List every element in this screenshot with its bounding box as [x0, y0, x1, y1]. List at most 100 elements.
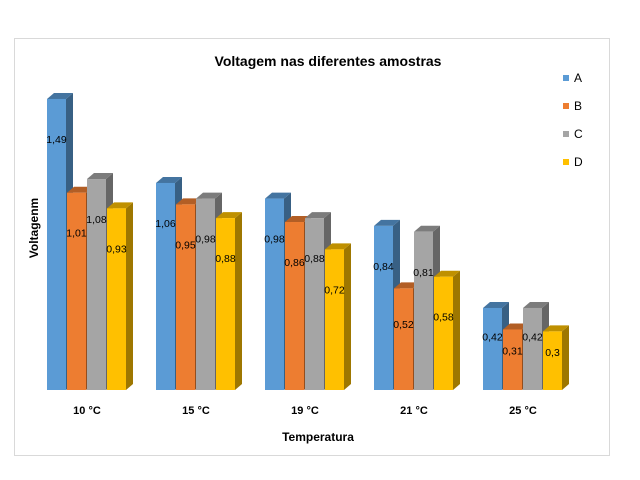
bar-top — [107, 202, 133, 209]
bar-front — [394, 288, 413, 390]
bar-top — [216, 212, 242, 219]
data-label: 0,88 — [304, 253, 325, 265]
data-label: 0,95 — [175, 239, 196, 251]
bar-group-2: 0,98 0,86 0,88 0,72 — [264, 192, 351, 390]
bar-top — [67, 186, 93, 193]
x-tick-label: 21 °C — [400, 405, 428, 417]
bar-front — [483, 307, 502, 390]
bar-front — [305, 218, 324, 390]
y-axis-label: Voltagenm — [27, 198, 41, 258]
bar-front — [176, 204, 195, 390]
data-label: 1,49 — [46, 134, 67, 146]
legend-swatch — [563, 103, 569, 109]
bar-top — [434, 270, 460, 277]
legend-label: A — [574, 71, 582, 85]
bar-front — [265, 198, 284, 390]
bar-group-0: 1,49 1,01 1,08 0,93 — [46, 92, 133, 390]
bar-group-1: 1,06 0,95 0,98 0,88 — [155, 176, 242, 390]
bar-top — [325, 243, 351, 250]
bar-d-2: 0,72 — [324, 243, 351, 390]
data-label: 1,06 — [155, 218, 176, 230]
legend-swatch — [563, 131, 569, 137]
data-label: 0,88 — [215, 253, 236, 265]
legend-label: B — [574, 99, 582, 113]
bar-top — [374, 219, 400, 226]
bar-top — [483, 301, 509, 308]
bar-top — [87, 173, 113, 180]
data-label: 0,3 — [545, 347, 560, 359]
bar-side — [344, 243, 351, 390]
bar-top — [265, 192, 291, 199]
x-tick-label: 15 °C — [182, 405, 210, 417]
bar-d-0: 0,93 — [106, 202, 133, 390]
bar-front — [285, 222, 304, 390]
bars-group: 1,491,011,080,931,060,95 0,980,880,980,86… — [46, 92, 569, 390]
x-tick-label: 19 °C — [291, 405, 319, 417]
x-tick-labels: 10 °C 15 °C 19 °C 21 °C 25 °C — [73, 405, 537, 417]
bar-top — [305, 212, 331, 219]
bar-front — [414, 231, 433, 390]
bar-front — [47, 98, 66, 390]
legend-swatch — [563, 159, 569, 165]
legend-item-a: A — [563, 71, 582, 85]
bar-top — [394, 282, 420, 289]
bar-a-3: 0,84 — [373, 219, 400, 390]
legend-swatch — [563, 75, 569, 81]
bar-top — [285, 216, 311, 223]
data-label: 0,42 — [522, 332, 543, 344]
x-tick-label: 25 °C — [509, 405, 537, 417]
bar-front — [156, 182, 175, 390]
data-label: 0,86 — [284, 257, 305, 269]
bar-front — [216, 218, 235, 390]
data-label: 1,01 — [66, 228, 87, 240]
bar-d-3: 0,58 — [433, 270, 460, 390]
bar-top — [176, 198, 202, 205]
bar-front — [196, 198, 215, 390]
data-label: 0,42 — [482, 332, 503, 344]
bar-top — [414, 225, 440, 232]
data-label: 0,31 — [502, 346, 523, 358]
bar-top — [47, 92, 73, 99]
bar-side — [126, 202, 133, 390]
bar-d-4: 0,3 — [543, 325, 569, 390]
data-label: 0,98 — [195, 234, 216, 246]
legend-item-d: D — [563, 155, 583, 169]
legend-item-b: B — [563, 99, 582, 113]
data-label: 0,81 — [413, 267, 434, 279]
bar-group-4: 0,420,310,420,3 — [482, 301, 569, 390]
bar-front — [503, 329, 522, 390]
bar-front — [543, 331, 562, 390]
x-tick-label: 10 °C — [73, 405, 101, 417]
data-label: 0,84 — [373, 261, 394, 273]
data-label: 0,58 — [433, 311, 454, 323]
bar-front — [434, 276, 453, 390]
bar-front — [374, 225, 393, 390]
bar-front — [523, 307, 542, 390]
chart-title: Voltagem nas diferentes amostras — [215, 53, 442, 69]
bar-top — [523, 301, 549, 308]
bar-front — [107, 208, 126, 390]
bar-d-1: 0,88 — [215, 212, 242, 390]
data-label: 0,72 — [324, 284, 345, 296]
bar-front — [87, 179, 106, 390]
bar-top — [543, 325, 569, 332]
bar-side — [235, 212, 242, 390]
x-axis-label: Temperatura — [282, 430, 354, 444]
bar-side — [453, 270, 460, 390]
legend-label: C — [574, 127, 583, 141]
data-label: 0,98 — [264, 234, 285, 246]
bar-side — [562, 325, 569, 390]
bar-front — [325, 249, 344, 390]
data-label: 1,08 — [86, 214, 107, 226]
bar-top — [503, 323, 529, 330]
legend-item-c: C — [563, 127, 583, 141]
bar-top — [156, 176, 182, 183]
bar-group-3: 0,84 0,52 0,81 0,58 — [373, 219, 460, 390]
data-label: 0,52 — [393, 319, 414, 331]
bar-front — [67, 192, 86, 390]
bar-top — [196, 192, 222, 199]
legend-label: D — [574, 155, 583, 169]
data-label: 0,93 — [106, 243, 127, 255]
